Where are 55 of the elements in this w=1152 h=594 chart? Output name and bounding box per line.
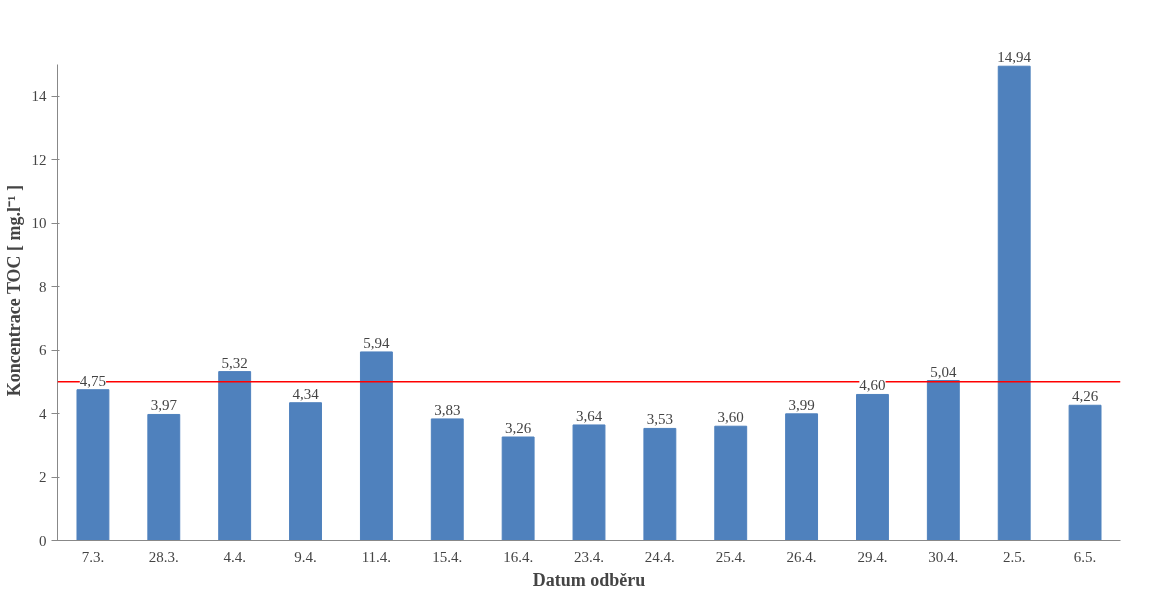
data-label: 4,26 [1071, 388, 1099, 405]
x-tick-label: 23.4. [574, 548, 604, 565]
bar [1068, 404, 1102, 541]
data-label: 3,60 [717, 409, 744, 426]
bar [785, 413, 819, 541]
data-label: 14,94 [997, 49, 1032, 66]
data-label: 5,04 [930, 363, 957, 380]
y-tick-label: 10 [31, 215, 47, 232]
bar [359, 351, 393, 541]
x-tick-label: 29.4. [857, 548, 888, 565]
data-label: 4,75 [79, 372, 107, 389]
x-tick-label: 4.4. [223, 548, 246, 565]
y-tick-label: 8 [39, 278, 47, 295]
x-tick-label: 25.4. [715, 548, 746, 565]
data-label: 3,64 [575, 407, 603, 424]
x-tick-label: 16.4. [503, 548, 534, 565]
data-label: 3,97 [150, 397, 178, 414]
x-tick-label: 2.5. [1002, 548, 1026, 565]
x-tick-label: 6.5. [1073, 548, 1097, 565]
bar [289, 402, 322, 541]
data-label: 4,34 [292, 385, 320, 402]
x-tick-label: 7.3. [81, 548, 105, 565]
x-tick-label: 30.4. [928, 548, 959, 565]
data-label: 3,26 [505, 420, 532, 437]
data-label: 5,94 [363, 334, 391, 351]
bar [714, 425, 748, 541]
bar [218, 371, 252, 541]
bar [501, 436, 535, 541]
bar [926, 380, 960, 541]
y-tick-label: 4 [39, 405, 47, 422]
y-tick-label: 2 [39, 469, 47, 486]
y-tick-label: 14 [31, 88, 47, 105]
data-label: 3,83 [434, 401, 461, 418]
bar [856, 393, 889, 541]
y-tick-label: 12 [31, 151, 47, 168]
data-label: 5,32 [221, 354, 248, 371]
y-tick-label: 0 [39, 532, 47, 549]
x-axis-title: Datum odběru [532, 569, 646, 590]
bar [643, 427, 677, 541]
y-axis-title: Koncentrace TOC [ mg.l⁻¹ ] [3, 185, 24, 397]
bar [430, 418, 464, 541]
bar [147, 413, 181, 541]
x-tick-label: 11.4. [361, 548, 392, 565]
bar [572, 424, 606, 541]
bar [76, 389, 110, 541]
data-label: 4,60 [859, 377, 886, 394]
bar [997, 65, 1031, 541]
x-tick-label: 28.3. [148, 548, 179, 565]
x-tick-label: 24.4. [644, 548, 675, 565]
x-tick-label: 26.4. [786, 548, 817, 565]
x-tick-label: 9.4. [294, 548, 317, 565]
data-label: 3,99 [788, 396, 815, 413]
y-tick-label: 6 [39, 342, 47, 359]
x-tick-label: 15.4. [432, 548, 463, 565]
data-label: 3,53 [646, 411, 673, 428]
